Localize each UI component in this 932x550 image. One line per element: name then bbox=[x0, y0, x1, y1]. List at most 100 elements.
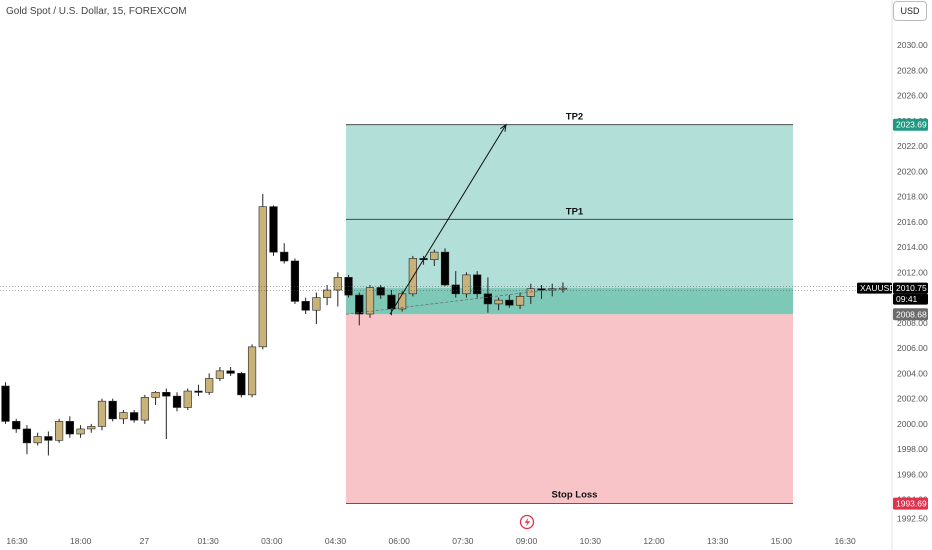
candle bbox=[483, 277, 493, 313]
candle bbox=[365, 284, 375, 318]
x-tick-label: 09:00 bbox=[516, 536, 538, 546]
time-axis: 16:30 18:00 27 01:30 03:00 04:30 06:00 07:30 09:… bbox=[6, 536, 856, 546]
candle-body bbox=[140, 397, 149, 421]
candle-body bbox=[494, 299, 503, 305]
candle-body bbox=[226, 370, 235, 374]
candle bbox=[194, 384, 203, 397]
last-price-tag-bg bbox=[893, 282, 928, 294]
candle bbox=[183, 388, 192, 411]
candle-body bbox=[333, 277, 342, 291]
candle-body bbox=[108, 400, 117, 420]
candle-body bbox=[183, 390, 192, 408]
candle-body bbox=[301, 301, 310, 311]
candle-body bbox=[376, 287, 385, 296]
candle bbox=[258, 194, 267, 350]
candle-body bbox=[87, 426, 96, 430]
candle bbox=[140, 394, 149, 424]
tp2-price-tag-bg bbox=[893, 118, 928, 131]
candle bbox=[130, 410, 139, 423]
candle bbox=[473, 271, 482, 298]
candle bbox=[226, 367, 235, 376]
tp2-label: TP2 bbox=[566, 112, 583, 123]
x-tick-label: 15:00 bbox=[771, 536, 793, 546]
candle-body bbox=[398, 293, 407, 310]
candle-body bbox=[505, 299, 514, 306]
candle-body bbox=[355, 294, 364, 315]
candle-body bbox=[33, 436, 42, 444]
candle-body bbox=[483, 293, 493, 305]
x-tick-label: 16:30 bbox=[834, 536, 856, 546]
loss-zone bbox=[346, 314, 793, 504]
x-tick-label: 03:00 bbox=[261, 536, 283, 546]
candle-body bbox=[119, 412, 128, 420]
lightning-icon[interactable] bbox=[519, 514, 535, 530]
tp1-label: TP1 bbox=[566, 206, 584, 217]
countdown-tag-bg bbox=[893, 293, 928, 305]
tp2-price-tag: 2023.69 bbox=[893, 118, 928, 131]
x-tick-label: 18:00 bbox=[70, 536, 92, 546]
candle-body bbox=[537, 288, 546, 291]
candle-body bbox=[322, 289, 332, 298]
candle bbox=[494, 297, 503, 311]
x-tick-label: 01:30 bbox=[197, 536, 219, 546]
y-tick-label: 1996.00 bbox=[897, 469, 928, 479]
candle bbox=[205, 373, 214, 395]
candle bbox=[76, 425, 85, 438]
candle-body bbox=[151, 392, 160, 398]
candle-body bbox=[65, 421, 74, 435]
candle bbox=[65, 416, 74, 438]
candle bbox=[322, 284, 332, 306]
candle bbox=[172, 392, 182, 412]
candle bbox=[215, 367, 225, 381]
candle-body bbox=[44, 436, 53, 441]
price-axis: 2030.002028.002026.002024.002022.002020.… bbox=[897, 40, 928, 524]
countdown-tag-text: 09:41 bbox=[896, 294, 918, 304]
symbol-tag-bg bbox=[857, 282, 892, 294]
candle bbox=[451, 271, 460, 298]
y-tick-label: 2002.00 bbox=[897, 394, 928, 404]
candle-body bbox=[462, 274, 471, 295]
sl-price-tag: 1993.69 bbox=[893, 497, 928, 510]
candle-body bbox=[515, 296, 525, 306]
x-tick-label: 12:00 bbox=[643, 536, 665, 546]
x-tick-label: 13:30 bbox=[707, 536, 729, 546]
candle-body bbox=[440, 251, 450, 286]
candle-body bbox=[22, 428, 32, 444]
trade-zones: TP2 TP1 Stop Loss bbox=[346, 112, 793, 504]
candle-body bbox=[280, 251, 289, 262]
candle bbox=[108, 398, 117, 422]
x-tick-label: 27 bbox=[140, 536, 150, 546]
candle bbox=[12, 418, 21, 433]
chart-title: Gold Spot / U.S. Dollar, 15, FOREXCOM bbox=[6, 6, 187, 17]
candle-body bbox=[76, 428, 85, 435]
candle-body bbox=[54, 421, 64, 441]
candle bbox=[151, 391, 160, 405]
candle bbox=[312, 292, 321, 325]
filled-zone bbox=[346, 288, 793, 315]
candle-body bbox=[97, 400, 107, 427]
y-tick-label: 2012.00 bbox=[897, 267, 928, 277]
arrow-head bbox=[500, 123, 507, 132]
candle bbox=[376, 284, 385, 299]
candle bbox=[237, 372, 246, 398]
y-tick-label: 2004.00 bbox=[897, 368, 928, 378]
candle-body bbox=[130, 412, 139, 421]
candle-body bbox=[237, 373, 246, 396]
candle-body bbox=[290, 260, 300, 302]
candle-body bbox=[1, 385, 10, 422]
y-tick-label: 2026.00 bbox=[897, 91, 928, 101]
sl-price-tag-text: 1993.69 bbox=[896, 499, 927, 509]
candle bbox=[269, 205, 278, 256]
candle bbox=[505, 295, 514, 308]
stop-loss-label: Stop Loss bbox=[552, 490, 598, 501]
candles bbox=[1, 194, 568, 456]
currency-button[interactable]: USD bbox=[893, 1, 927, 21]
x-tick-label: 04:30 bbox=[325, 536, 347, 546]
y-tick-label: 2022.00 bbox=[897, 141, 928, 151]
candle-body bbox=[344, 277, 353, 296]
candle bbox=[430, 249, 439, 267]
y-tick-label: 2018.00 bbox=[897, 192, 928, 202]
candle-body bbox=[451, 284, 460, 295]
y-tick-label: 2030.00 bbox=[897, 40, 928, 50]
